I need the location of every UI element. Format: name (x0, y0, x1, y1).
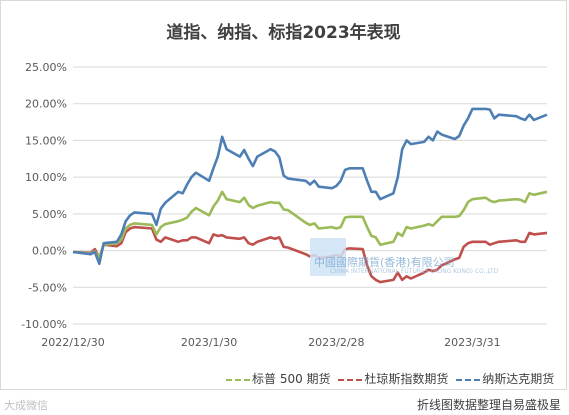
legend-swatch-sp500 (226, 378, 250, 381)
legend-item-dow: 杜琼斯指数期货 (338, 370, 448, 387)
y-tick-label: 5.00% (32, 208, 67, 221)
chart-legend: 标普 500 期货 杜琼斯指数期货 纳斯达克期货 (226, 370, 558, 387)
x-tick-label: 2023/1/30 (181, 336, 237, 349)
y-tick-label: -5.00% (28, 281, 67, 294)
legend-swatch-nasdaq (456, 378, 481, 381)
watermark-subtext: CHINA INTERNATIONAL FUTURES (HONG KONG) … (330, 268, 499, 275)
legend-item-nasdaq: 纳斯达克期货 (456, 370, 554, 387)
chart-frame (0, 0, 567, 390)
source-note: 折线图数据整理自易盛极星 (416, 398, 561, 412)
watermark-logo-block (310, 238, 346, 276)
series-line-0 (72, 107, 548, 266)
legend-swatch-dow (338, 378, 363, 381)
y-tick-label: 15.00% (25, 134, 67, 147)
legend-label-nasdaq: 纳斯达克期货 (482, 372, 555, 386)
legend-item-sp500: 标普 500 期货 (226, 370, 331, 387)
bottom-logo-watermark: 大成微信 (4, 399, 48, 412)
y-tick-label: -10.00% (21, 318, 67, 331)
series-line-1 (72, 190, 548, 260)
chart-title: 道指、纳指、标指2023年表现 (166, 23, 401, 43)
grid-lines (73, 66, 547, 325)
x-axis-ticks: 2022/12/30 2023/1/30 2023/2/28 2023/3/31 (41, 336, 500, 349)
legend-label-sp500: 标普 500 期货 (252, 372, 331, 386)
watermark-text: 中國國際期貨(香港)有限公司 (314, 256, 455, 269)
x-tick-label: 2023/2/28 (308, 336, 364, 349)
y-tick-label: 20.00% (25, 98, 67, 111)
y-tick-label: 10.00% (25, 171, 67, 184)
x-tick-label: 2023/3/31 (444, 336, 500, 349)
y-axis-ticks: -10.00% -5.00% 0.00% 5.00% 10.00% 15.00% 20.00… (21, 61, 67, 331)
x-tick-label: 2022/12/30 (41, 336, 104, 349)
line-chart: -10.00% -5.00% 0.00% 5.00% 10.00% 15.00% 20.00… (21, 61, 548, 349)
legend-label-dow: 杜琼斯指数期货 (364, 372, 449, 386)
y-tick-label: 0.00% (32, 245, 67, 258)
y-tick-label: 25.00% (25, 61, 67, 74)
